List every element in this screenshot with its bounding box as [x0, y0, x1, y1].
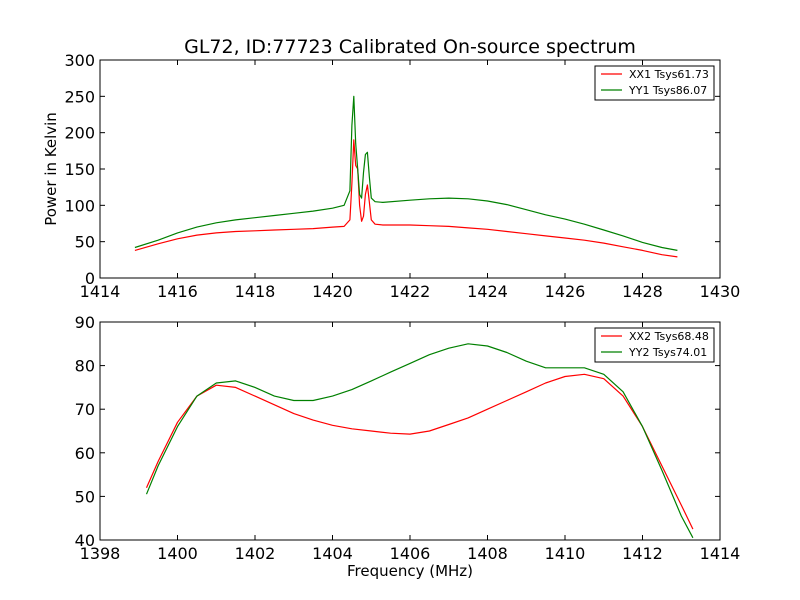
- plot-bottom-x-tick-label: 1408: [467, 544, 508, 563]
- plot-top-y-tick-label: 200: [64, 124, 95, 143]
- plot-top-y-tick-label: 0: [85, 269, 95, 288]
- plot-top-series: [134, 95, 678, 258]
- plot-top-x-tick-label: 1422: [390, 282, 431, 301]
- plot-bottom-x-tick-label: 1402: [235, 544, 276, 563]
- plot-bottom-x-tick-label: 1404: [312, 544, 353, 563]
- plot-bottom-x-tick-label: 1400: [157, 544, 198, 563]
- plot-top-x-tick-label: 1426: [545, 282, 586, 301]
- plot-top-x-tick-label: 1428: [622, 282, 663, 301]
- plot-bottom-x-tick-label: 1406: [390, 544, 431, 563]
- plot-bottom-legend-box: [594, 327, 715, 363]
- plot-bottom-y-tick-label: 50: [75, 487, 95, 506]
- plot-bottom-x-tick-label: 1410: [545, 544, 586, 563]
- plot-bottom-legend: XX2 Tsys68.48 YY2 Tsys74.01: [594, 327, 715, 363]
- plot-top-x-tick-label: 1414: [80, 282, 121, 301]
- plot-bottom-x-tick-label: 1414: [700, 544, 741, 563]
- chart-title: GL72, ID:77723 Calibrated On-source spec…: [184, 36, 636, 58]
- plot-top-y-axis-label: Power in Kelvin: [42, 112, 60, 226]
- plot-bottom-y-tick-label: 40: [75, 531, 95, 550]
- legend-label-yy2: YY2 Tsys74.01: [628, 346, 707, 359]
- plot-top-series-xx1: [134, 139, 678, 258]
- plot-top-y-tick-label: 100: [64, 196, 95, 215]
- plot-bottom-y-tick-label: 90: [75, 313, 95, 332]
- plot-bottom-ticks: 1398 1400 1402 1404 1406 1408 1410 1412 1414 40 50…: [75, 313, 741, 563]
- plot-top-x-tick-label: 1416: [157, 282, 198, 301]
- plot-bottom-series: [145, 343, 694, 539]
- plot-bottom: 1398 1400 1402 1404 1406 1408 1410 1412 1414 40 50…: [75, 313, 741, 580]
- legend-label-xx1: XX1 Tsys61.73: [629, 68, 709, 81]
- plot-top: 1414 1416 1418 1420 1422 1424 1426 1428 1430 0 50 1…: [42, 51, 740, 301]
- plot-top-series-yy1: [134, 95, 678, 251]
- plot-top-x-tick-label: 1420: [312, 282, 353, 301]
- legend-label-yy1: YY1 Tsys86.07: [628, 84, 707, 97]
- plot-bottom-series-yy2: [145, 343, 694, 539]
- plot-top-legend: XX1 Tsys61.73 YY1 Tsys86.07: [594, 65, 715, 101]
- plot-bottom-y-tick-label: 60: [75, 444, 95, 463]
- plot-bottom-y-tick-label: 70: [75, 400, 95, 419]
- plot-top-x-tick-label: 1430: [700, 282, 741, 301]
- plot-bottom-series-xx2: [145, 373, 694, 530]
- plot-top-y-tick-label: 300: [64, 51, 95, 70]
- plot-top-y-tick-label: 50: [75, 233, 95, 252]
- plot-top-y-tick-label: 250: [64, 87, 95, 106]
- plot-bottom-x-tick-label: 1412: [622, 544, 663, 563]
- plot-top-y-tick-label: 150: [64, 160, 95, 179]
- plot-bottom-x-tick-label: 1398: [80, 544, 121, 563]
- plot-bottom-y-tick-label: 80: [75, 357, 95, 376]
- legend-label-xx2: XX2 Tsys68.48: [629, 330, 709, 343]
- plot-top-x-tick-label: 1418: [235, 282, 276, 301]
- plot-top-legend-box: [594, 65, 715, 101]
- plot-bottom-x-axis-label: Frequency (MHz): [347, 562, 473, 580]
- plot-top-ticks: 1414 1416 1418 1420 1422 1424 1426 1428 1430 0 50 1…: [64, 51, 740, 301]
- plot-top-x-tick-label: 1424: [467, 282, 508, 301]
